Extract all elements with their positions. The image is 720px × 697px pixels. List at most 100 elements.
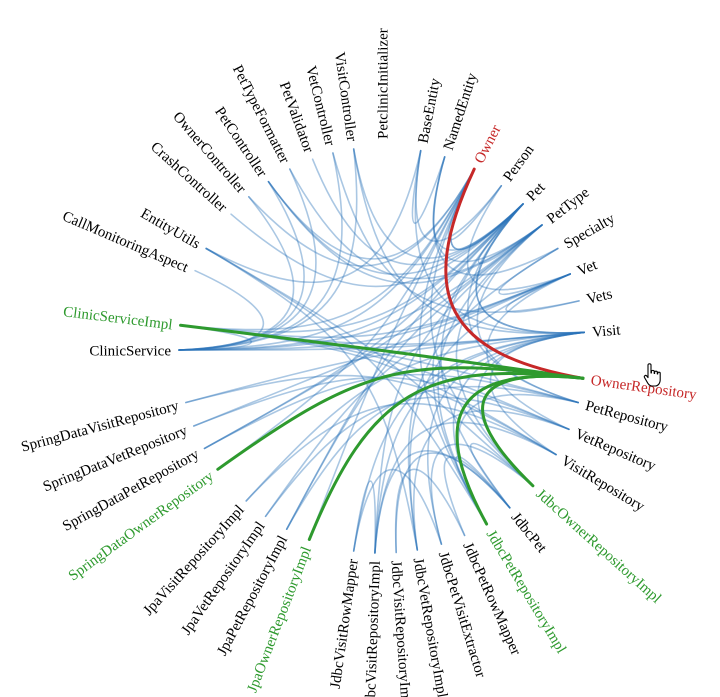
link-jdbcvisitrowmapper-to-visit: [352, 331, 585, 552]
node-label-vets[interactable]: Vets: [585, 286, 614, 308]
node-label-jdbcvisitrowmapper[interactable]: JdbcVisitRowMapper: [328, 558, 362, 690]
link-jdbcpet-to-pet: [440, 203, 524, 509]
node-label-jdbcpet[interactable]: JdbcPet: [508, 510, 550, 557]
link-clinicserviceimpl-to-ownerrepository: [179, 323, 585, 380]
link-jdbcpetrepositoryimpl-to-owner: [418, 168, 488, 525]
link-springdatapetrepository-to-pettype: [203, 224, 543, 450]
link-jdbcpetrepositoryimpl-to-entityutils: [205, 247, 488, 525]
node-label-pettype[interactable]: PetType: [544, 184, 593, 227]
link-jdbcvetrepositoryimpl-to-vet: [409, 273, 571, 551]
node-label-visit[interactable]: Visit: [592, 322, 622, 340]
link-jdbcpetrepositoryimpl-to-ownerrepository: [455, 374, 585, 526]
link-clinicservice-to-pettype: [178, 224, 543, 351]
labels-layer: PetclinicInitializer BaseEntityNamedEntit…: [20, 28, 698, 697]
node-label-jpaownerrepositoryimpl[interactable]: JpaOwnerRepositoryImpl: [245, 545, 315, 695]
node-label-jdbcvisitrepositoryimpl-1[interactable]: JdbcVisitRepositoryImpl$1: [387, 560, 414, 697]
link-petcontroller-to-pet: [267, 180, 524, 276]
link-petcontroller-to-pettype: [267, 180, 543, 284]
link-jdbcpetvisitextractor-to-visit: [427, 331, 585, 545]
link-pettypeformatter-to-clinicservice: [178, 168, 317, 351]
node-label-petrepository[interactable]: PetRepository: [583, 398, 670, 436]
link-vet-to-specialty: [498, 247, 571, 296]
link-jdbcvetrepositoryimpl-to-vetrepository: [413, 409, 570, 551]
link-clinicserviceimpl-to-pet: [179, 203, 524, 333]
node-label-pet[interactable]: Pet: [524, 179, 549, 205]
link-jdbcpetrowmapper-to-jdbcpet: [443, 456, 511, 537]
links-layer: [178, 148, 585, 554]
link-petrepository-to-pettype: [476, 224, 579, 404]
link-jdbcownerrepositoryimpl-to-jdbcpetvisitextractor: [430, 443, 534, 545]
link-clinicservice-to-visit: [178, 331, 585, 351]
link-pettypeformatter-to-pettype: [289, 168, 543, 280]
link-visitcontroller-to-clinicservice: [178, 148, 358, 351]
link-callmonitoringaspect-to-clinicservice: [178, 269, 264, 351]
link-clinicservice-to-owner: [178, 168, 475, 351]
node-label-owner[interactable]: Owner: [472, 123, 505, 167]
link-crashcontroller-to-pet: [230, 203, 524, 288]
link-jdbcvisitrepositoryimpl-to-visitrepository: [374, 421, 557, 554]
link-ownercontroller-to-clinicservice: [178, 196, 295, 351]
link-visitcontroller-to-visit: [352, 148, 585, 335]
link-springdatavisitrepository-to-visit: [185, 331, 585, 404]
link-clinicserviceimpl-to-vet: [179, 273, 571, 339]
link-vetcontroller-to-clinicservice: [178, 152, 343, 351]
link-pet-to-namedentity: [432, 156, 524, 251]
link-visit-to-baseentity: [414, 149, 585, 334]
node-label-visitcontroller[interactable]: VisitController: [331, 51, 359, 142]
node-label-baseentity[interactable]: BaseEntity: [416, 76, 444, 144]
link-clinicservice-to-vet: [178, 273, 571, 351]
link-petrepository-to-pet: [467, 203, 579, 404]
link-jdbcownerrepositoryimpl-to-owner: [429, 168, 534, 487]
link-jdbcpetrepositoryimpl-to-pet: [432, 203, 524, 525]
link-jpavetrepositoryimpl-to-vet: [264, 273, 571, 518]
link-namedentity-to-baseentity: [411, 149, 446, 224]
link-springdataownerrepository-to-owner: [217, 168, 475, 471]
link-petcontroller-to-owner: [267, 168, 475, 260]
link-jdbcpetrepositoryimpl-to-pettype: [437, 224, 543, 525]
link-specialty-to-namedentity: [432, 156, 559, 276]
link-jpavetrepositoryimpl-to-vetrepository: [264, 396, 570, 518]
link-vet-to-person: [466, 185, 571, 291]
link-ownerrepository-to-owner: [444, 167, 585, 380]
link-springdataownerrepository-to-ownerrepository: [216, 366, 585, 471]
link-jpapetrepositoryimpl-to-pet: [285, 203, 524, 530]
link-clinicserviceimpl-to-owner: [179, 168, 475, 331]
link-clinicservice-to-pet: [178, 203, 524, 351]
link-jpapetrepositoryimpl-to-pettype: [285, 224, 543, 530]
link-petcontroller-to-clinicservice: [178, 180, 305, 351]
node-label-petclinicinitializer[interactable]: PetclinicInitializer: [375, 28, 391, 139]
link-jpaownerrepositoryimpl-to-ownerrepository: [307, 372, 585, 541]
link-entityutils-to-baseentity: [205, 149, 422, 283]
node-label-namedentity[interactable]: NamedEntity: [441, 71, 481, 152]
link-visit-to-pet: [475, 203, 585, 334]
node-label-specialty[interactable]: Specialty: [561, 210, 618, 252]
hand-pointer-icon: [643, 363, 661, 387]
link-jdbcpetvisitextractor-to-jdbcvisitrowmapper: [352, 468, 443, 552]
node-label-callmonitoringaspect[interactable]: CallMonitoringAspect: [60, 209, 191, 277]
link-jdbcvisitrepositoryimpl-to-visit: [374, 331, 585, 554]
link-pet-to-pettype: [477, 203, 543, 265]
link-springdatapetrepository-to-pet: [203, 203, 524, 450]
link-jpavisitrepositoryimpl-to-visitrepository: [245, 402, 557, 502]
link-jdbcvetrepositoryimpl-to-entityutils: [205, 247, 419, 551]
link-person-to-baseentity: [415, 149, 503, 242]
link-visitcontroller-to-pet: [352, 148, 524, 259]
link-vetrepository-to-vet: [486, 273, 571, 431]
link-jdbcvisitrepositoryimpl-to-pettype: [374, 224, 543, 554]
link-jdbcvisitrepositoryimpl-1-to-jdbcpet: [395, 452, 511, 554]
node-label-vet[interactable]: Vet: [575, 257, 600, 280]
link-jdbcownerrepositoryimpl-to-jdbcpet: [470, 442, 534, 509]
node-label-clinicservice[interactable]: ClinicService: [89, 343, 171, 359]
link-jdbcvisitrepositoryimpl-to-jdbcvisitrowmapper: [352, 480, 377, 554]
link-pet-to-visit: [475, 203, 585, 334]
node-label-person[interactable]: Person: [501, 142, 538, 185]
link-vetcontroller-to-vets: [332, 152, 580, 313]
link-jdbcvisitrepositoryimpl-1-to-jdbcpetrowmapper: [394, 468, 466, 554]
link-jdbcvisitrepositoryimpl-to-jdbcpet: [374, 450, 511, 554]
link-petvalidator-to-pet: [311, 158, 524, 266]
node-label-jdbcvisitrepositoryimpl[interactable]: JdbcVisitRepositoryImpl: [363, 561, 384, 697]
link-ownercontroller-to-owner: [248, 168, 475, 267]
link-vets-to-vet: [505, 273, 580, 313]
node-label-clinicserviceimpl[interactable]: ClinicServiceImpl: [62, 304, 173, 333]
